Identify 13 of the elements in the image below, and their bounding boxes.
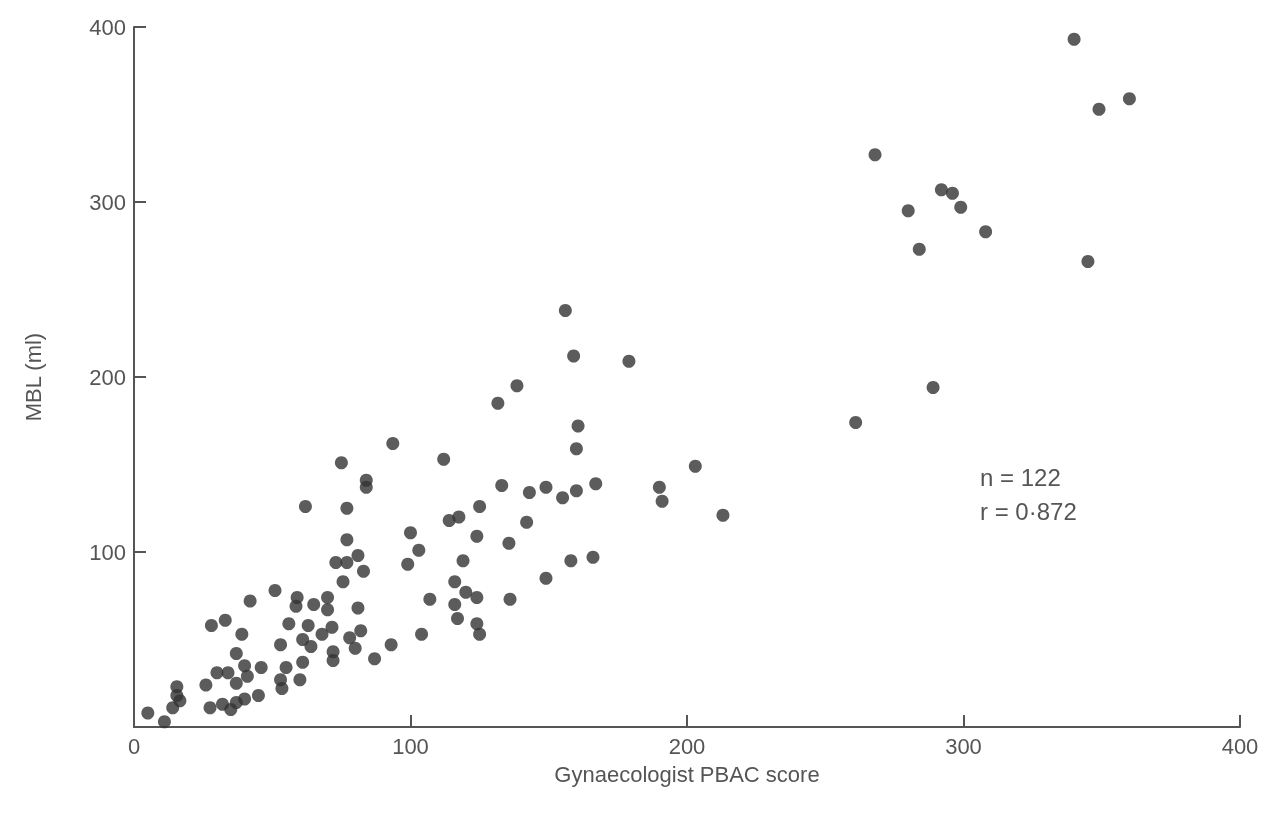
y-tick-label: 400	[89, 14, 126, 40]
y-tick-label: 100	[89, 539, 126, 565]
x-tick-label: 300	[945, 733, 982, 759]
y-tick-label: 200	[89, 364, 126, 390]
x-tick-label: 400	[1221, 733, 1259, 759]
y-axis-title: MBL (ml)	[20, 332, 46, 422]
x-tick-label: 0	[127, 733, 141, 759]
annotation: r = 0·872	[980, 497, 1077, 525]
annotation: n = 122	[980, 463, 1061, 491]
x-axis-title: Gynaecologist PBAC score	[554, 761, 820, 787]
y-tick-label: 300	[89, 189, 126, 215]
x-tick-label: 200	[668, 733, 706, 759]
x-tick-label: 100	[392, 733, 429, 759]
